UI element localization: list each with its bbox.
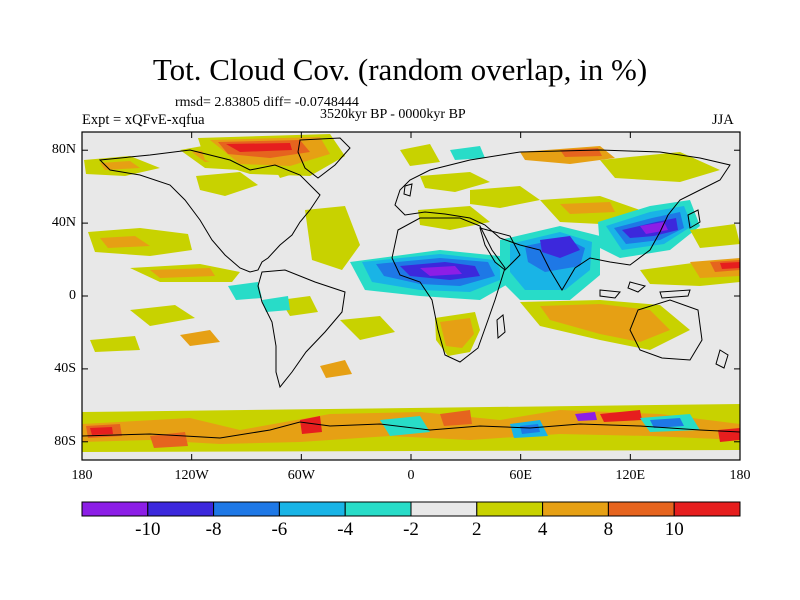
anomaly-region [305,206,360,270]
colorbar-label: 4 [537,519,548,540]
x-tick-label: 0 [407,468,415,483]
axis-ticks [81,132,741,460]
x-tick-label: 180 [729,468,751,483]
anomaly-region [300,416,322,434]
colorbar-bin [81,501,149,517]
y-tick-label: 80N [51,142,76,158]
y-tick-label: 40S [54,360,76,376]
colorbar-bin [410,501,478,517]
anomaly-region [196,172,258,196]
anomaly-region [440,318,474,348]
anomaly-region [600,410,642,422]
colorbar-bin [607,501,675,517]
anomaly-region [650,418,684,428]
x-tick-label: 60W [287,468,315,483]
colorbar-label: 10 [664,519,684,540]
colorbar-bin [476,501,544,517]
colorbar-label: -4 [337,519,354,540]
anomaly-region [420,172,490,192]
anomaly-region [100,161,140,170]
anomaly-region [470,186,540,208]
anomaly-region [100,236,150,248]
anomaly-region [340,316,395,340]
anomaly-region [400,144,440,166]
coastlines [82,137,740,439]
anomaly-region [720,262,740,269]
colorbar-label: -6 [271,519,288,540]
colorbar-bin [344,501,412,517]
anomaly-region [150,268,215,278]
colorbar-label: 8 [603,519,614,540]
anomaly-region [540,236,580,258]
period-subtitle: 3520kyr BP - 0000kyr BP [320,107,466,122]
anomaly-region [600,152,720,182]
colorbar-bin [147,501,215,517]
colorbar-label: -10 [135,519,161,540]
anomaly-region [228,282,262,300]
experiment-label: Expt = xQFvE-xqfua [82,112,205,128]
anomaly-region [450,146,485,160]
anomaly-region [690,224,740,248]
colorbar-label: -2 [403,519,419,540]
season-label: JJA [712,112,734,128]
anomaly-region [180,330,220,346]
y-tick-label: 0 [69,288,76,303]
x-tick-label: 180 [71,468,93,483]
anomaly-region [90,427,113,435]
anomaly-region [440,410,472,426]
anomaly-region [130,305,195,326]
anomaly-region [280,296,318,316]
anomaly-region [420,266,462,276]
anomaly-region [320,360,352,378]
colorbar-bin [542,501,609,517]
anomaly-field [82,134,740,452]
anomaly-region [560,202,615,214]
plot-title: Tot. Cloud Cov. (random overlap, in %) [152,52,648,87]
colorbar-bin [213,501,280,517]
anomaly-region [90,336,140,352]
anomaly-region [540,304,670,342]
y-tick-label: 40N [51,215,76,231]
y-tick-label: 80S [54,433,76,449]
colorbar-bin [278,501,346,517]
anomaly-region [262,296,290,312]
x-tick-label: 60E [509,468,532,483]
colorbar-label: 2 [472,519,482,540]
anomaly-region [380,416,430,436]
anomaly-region [226,143,292,152]
colorbar-label: -8 [205,519,222,540]
stats-subtitle: rmsd= 2.83805 diff= -0.0748444 [175,95,359,110]
x-tick-label: 120W [174,468,209,483]
anomaly-region [575,412,597,421]
anomaly-region [520,424,540,434]
colorbar-bin [673,501,741,517]
x-tick-label: 120E [615,468,646,483]
